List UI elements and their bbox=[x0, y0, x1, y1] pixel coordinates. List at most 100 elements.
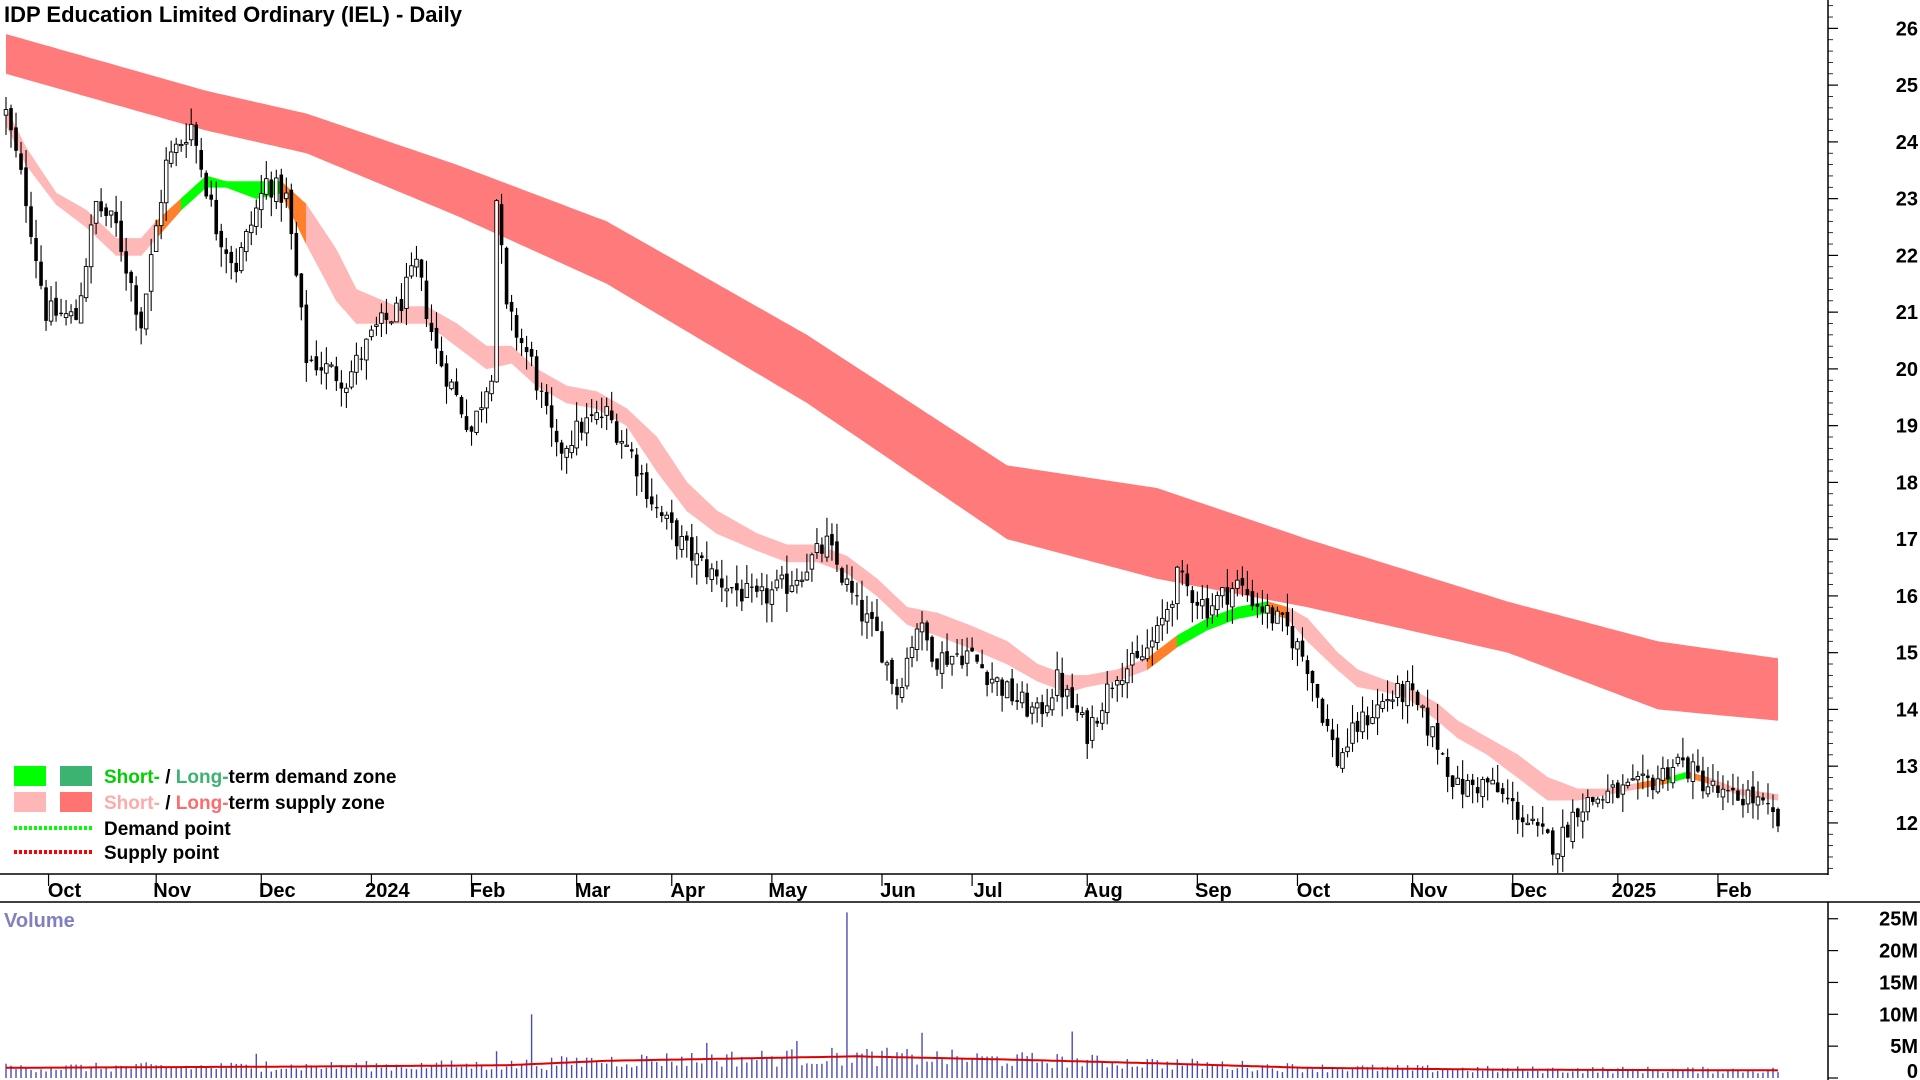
candle bbox=[449, 379, 454, 391]
candle bbox=[975, 654, 979, 664]
candle bbox=[1200, 585, 1205, 620]
candle bbox=[369, 325, 374, 341]
candle bbox=[789, 570, 795, 593]
candle bbox=[1575, 807, 1580, 827]
candle bbox=[1335, 724, 1340, 768]
candle bbox=[1325, 704, 1330, 732]
date-tick-label: Aug bbox=[1084, 880, 1123, 902]
candle bbox=[1350, 705, 1355, 752]
candle bbox=[99, 188, 103, 218]
candle bbox=[114, 195, 118, 237]
candle bbox=[835, 523, 839, 573]
candle bbox=[524, 335, 529, 370]
candle bbox=[930, 635, 934, 668]
candle bbox=[1270, 605, 1275, 631]
candle bbox=[1235, 569, 1240, 597]
candle bbox=[304, 290, 309, 382]
candle bbox=[254, 199, 259, 236]
candle bbox=[1115, 675, 1120, 702]
candle bbox=[1701, 756, 1705, 799]
candle bbox=[209, 180, 214, 207]
candle bbox=[989, 662, 995, 693]
candle bbox=[139, 306, 143, 345]
date-tick-label: Feb bbox=[1716, 880, 1752, 902]
candle bbox=[339, 370, 344, 407]
candle bbox=[93, 200, 99, 235]
candle bbox=[259, 174, 264, 229]
candle bbox=[183, 123, 189, 158]
candle bbox=[674, 518, 679, 560]
candle bbox=[158, 189, 164, 240]
candle bbox=[1681, 737, 1685, 768]
date-tick-label: Nov bbox=[153, 880, 192, 902]
candle bbox=[168, 140, 174, 168]
candle bbox=[1690, 753, 1696, 800]
candle bbox=[148, 238, 154, 312]
candle bbox=[1195, 591, 1200, 620]
candle bbox=[875, 598, 879, 632]
candle bbox=[163, 147, 169, 221]
price-tick-label: 13 bbox=[1896, 756, 1918, 778]
candle bbox=[1655, 765, 1661, 795]
candle bbox=[814, 528, 820, 559]
candle bbox=[1705, 767, 1711, 798]
date-tick-label: Jul bbox=[974, 880, 1003, 902]
candle bbox=[1190, 586, 1195, 623]
candle bbox=[689, 523, 694, 578]
candle bbox=[1255, 592, 1260, 618]
candle bbox=[744, 565, 750, 598]
candle bbox=[730, 586, 734, 594]
candle bbox=[704, 541, 709, 585]
candle bbox=[890, 657, 894, 695]
candle bbox=[1651, 774, 1655, 800]
candle bbox=[1110, 682, 1115, 699]
candle bbox=[54, 281, 58, 322]
date-axis: Oct Nov Dec 2024 Feb Mar Apr May Jun Jul Aug Sep Oct… bbox=[48, 874, 1752, 902]
candle bbox=[324, 347, 329, 390]
candle bbox=[855, 582, 859, 606]
candle bbox=[1625, 778, 1631, 789]
candle bbox=[1450, 775, 1455, 800]
candle bbox=[1225, 568, 1230, 622]
candle bbox=[104, 203, 108, 227]
candle bbox=[14, 112, 18, 158]
candle bbox=[63, 299, 69, 326]
candle bbox=[1495, 764, 1500, 793]
candle bbox=[1485, 776, 1490, 801]
candle bbox=[1135, 635, 1140, 659]
candle bbox=[1666, 759, 1670, 791]
candle bbox=[1646, 769, 1650, 797]
candle bbox=[499, 193, 504, 264]
price-tick-label: 17 bbox=[1896, 529, 1918, 551]
candle bbox=[1145, 629, 1150, 662]
date-tick-label: Oct bbox=[48, 880, 82, 902]
candle bbox=[699, 552, 704, 562]
candle bbox=[124, 237, 128, 291]
candle bbox=[1360, 696, 1365, 739]
candle bbox=[569, 430, 574, 459]
candle bbox=[1761, 792, 1765, 805]
candle bbox=[1079, 706, 1085, 718]
candle bbox=[319, 351, 324, 385]
candle bbox=[1510, 781, 1515, 820]
candle bbox=[939, 641, 945, 689]
candle bbox=[1260, 590, 1265, 625]
candle bbox=[1180, 559, 1185, 586]
candle bbox=[1140, 644, 1145, 662]
candle bbox=[1585, 789, 1591, 821]
candle bbox=[904, 647, 910, 690]
candle bbox=[1520, 805, 1525, 838]
candle bbox=[153, 219, 159, 252]
price-tick-label: 26 bbox=[1896, 18, 1918, 40]
candle bbox=[850, 566, 854, 605]
candle bbox=[1305, 655, 1310, 691]
candle bbox=[178, 139, 184, 152]
candle bbox=[129, 270, 133, 302]
candle bbox=[1019, 681, 1025, 709]
candle bbox=[609, 391, 614, 424]
candle bbox=[1675, 753, 1681, 767]
candle bbox=[1505, 779, 1510, 805]
candle bbox=[1245, 570, 1250, 602]
candle bbox=[755, 578, 759, 598]
candle bbox=[349, 360, 354, 390]
